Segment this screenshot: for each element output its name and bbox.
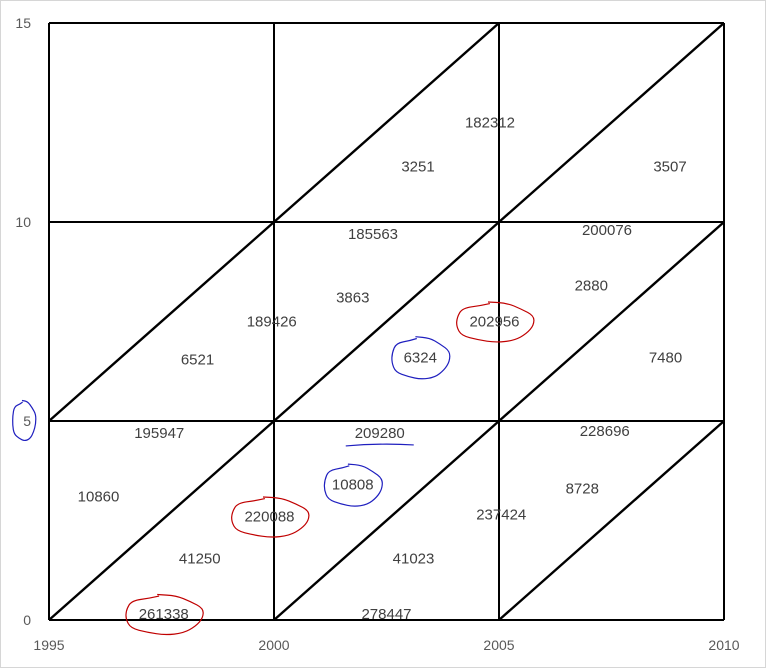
x-axis-ticks: 1995 2000 2005 2010 [33, 637, 739, 653]
cell-label-278447: 278447 [361, 606, 411, 623]
cell-label-220088: 220088 [244, 509, 294, 526]
x-tick-label-2000: 2000 [258, 637, 289, 653]
diagonal-line-3 [273, 221, 500, 422]
cell-label-41250: 41250 [179, 550, 221, 567]
diagonal-lines [48, 22, 725, 621]
cell-label-202956: 202956 [469, 314, 519, 331]
blue-circle-10808 [323, 463, 383, 507]
gridlines [48, 22, 725, 621]
red-circle-220088 [231, 496, 310, 538]
cell-label-209280: 209280 [355, 425, 405, 442]
blue-underline-209280 [345, 443, 414, 447]
y-tick-label-5: 5 [23, 413, 31, 429]
cell-label-228696: 228696 [580, 423, 630, 440]
diagonal-line-6 [498, 221, 725, 422]
y-axis-ticks: 0 5 10 15 [15, 15, 31, 628]
cell-label-2880: 2880 [575, 278, 608, 295]
diagonal-line-4 [273, 22, 500, 223]
red-circle-202956 [456, 301, 535, 343]
cell-label-10860: 10860 [78, 489, 120, 506]
cell-label-195947: 195947 [134, 425, 184, 442]
cell-label-6521: 6521 [181, 351, 214, 368]
y-tick-label-15: 15 [15, 15, 31, 31]
diagonal-line-2 [273, 420, 500, 621]
x-tick-label-1995: 1995 [33, 637, 64, 653]
x-tick-label-2005: 2005 [483, 637, 514, 653]
red-circle-261338 [125, 593, 204, 636]
hand-annotations [12, 301, 535, 636]
cell-label-182312: 182312 [465, 115, 515, 132]
cell-label-8728: 8728 [566, 481, 599, 498]
diagonal-line-5 [498, 420, 725, 621]
blue-circle-6324 [391, 336, 451, 380]
x-tick-label-2010: 2010 [708, 637, 739, 653]
cell-label-261338: 261338 [139, 606, 189, 623]
cell-label-3251: 3251 [401, 158, 434, 175]
cell-label-200076: 200076 [582, 222, 632, 239]
blue-circle-y-tick-5 [12, 399, 37, 442]
cell-label-3863: 3863 [336, 290, 369, 307]
cell-labels: 182312 3251 3507 185563 200076 3863 2880 189426… [78, 115, 687, 624]
y-tick-label-10: 10 [15, 214, 31, 230]
cell-label-3507: 3507 [653, 158, 686, 175]
cell-label-41023: 41023 [393, 550, 435, 567]
cell-label-6324: 6324 [404, 349, 437, 366]
cell-label-10808: 10808 [332, 477, 374, 494]
cell-label-185563: 185563 [348, 226, 398, 243]
cell-label-189426: 189426 [247, 314, 297, 331]
y-tick-label-0: 0 [23, 612, 31, 628]
diagonal-line-0 [48, 420, 275, 621]
cell-label-7480: 7480 [649, 349, 682, 366]
cell-label-237424: 237424 [476, 507, 526, 524]
diagonal-line-1 [48, 221, 275, 422]
diagonal-line-7 [498, 22, 725, 223]
